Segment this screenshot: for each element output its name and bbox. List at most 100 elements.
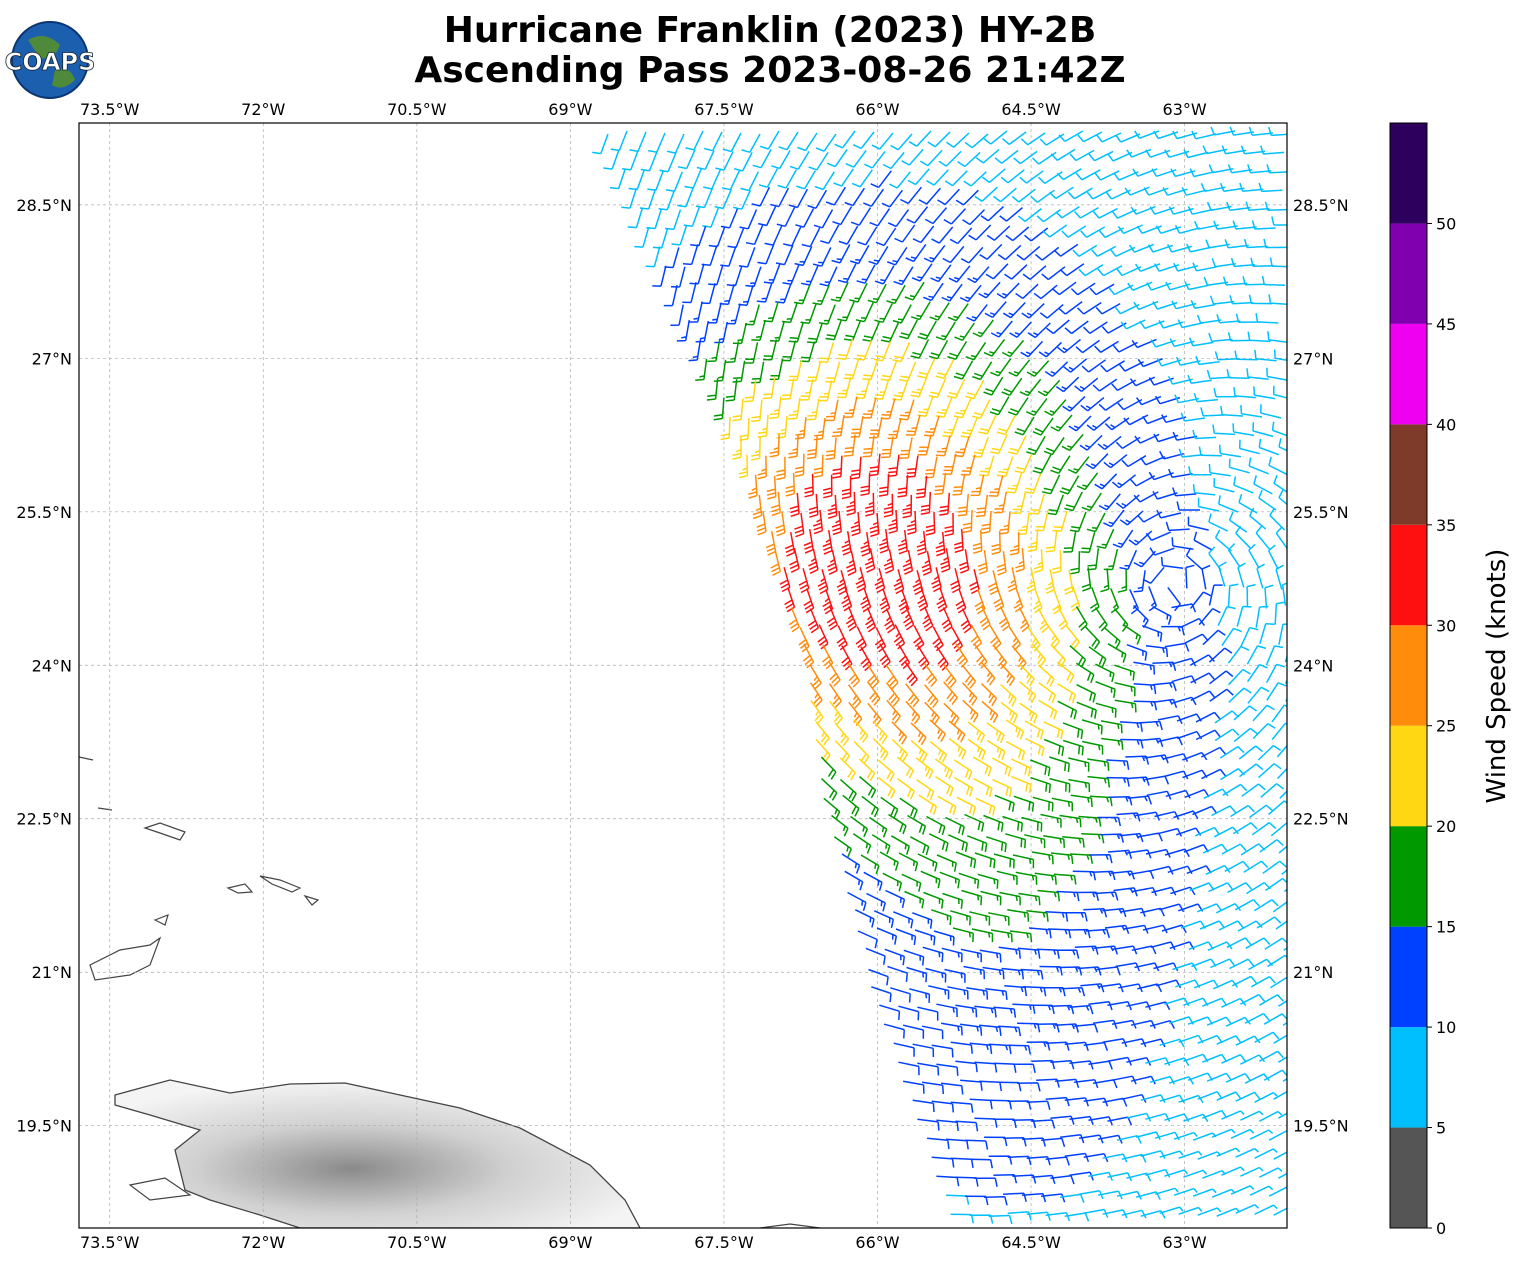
- wind-barb: [1017, 1082, 1041, 1092]
- wind-barb: [1266, 367, 1287, 381]
- wind-barb: [1174, 394, 1200, 404]
- wind-barb: [1120, 738, 1144, 749]
- wind-barb: [700, 283, 716, 305]
- wind-barb: [756, 510, 767, 536]
- wind-barb: [1187, 205, 1213, 215]
- wind-barb: [822, 529, 833, 555]
- wind-barb: [1026, 436, 1046, 456]
- wind-barb: [779, 567, 791, 593]
- wind-barb: [1035, 246, 1060, 261]
- wind-barb: [813, 417, 826, 441]
- wind-barb: [764, 225, 783, 246]
- wind-barb: [1136, 225, 1162, 235]
- wind-barb: [825, 437, 837, 461]
- wind-barb: [1276, 744, 1287, 758]
- wind-barb: [825, 399, 839, 422]
- wind-barb: [813, 209, 834, 229]
- wind-barb: [1188, 337, 1214, 347]
- wind-barb: [845, 551, 857, 576]
- wind-barb: [893, 569, 905, 595]
- wind-barb: [939, 492, 951, 516]
- wind-barb: [1110, 246, 1136, 257]
- wind-barb: [1117, 224, 1144, 235]
- wind-barb: [1086, 416, 1111, 431]
- y-tick-label: 24°N: [32, 656, 72, 675]
- wind-barb: [923, 244, 946, 263]
- wind-barb: [1264, 937, 1287, 950]
- wind-barb: [1225, 1072, 1251, 1083]
- wind-barb: [1255, 525, 1270, 550]
- wind-barb: [967, 738, 986, 760]
- wind-barb: [1252, 422, 1274, 438]
- wind-barb: [732, 398, 744, 422]
- wind-barb: [1161, 625, 1185, 636]
- wind-barb: [952, 927, 974, 943]
- wind-barb: [818, 304, 836, 325]
- wind-barb: [1271, 704, 1287, 723]
- wind-barb: [1139, 737, 1164, 748]
- wind-barb: [990, 434, 1008, 455]
- wind-barb: [1227, 543, 1241, 568]
- wind-barb: [1230, 804, 1255, 818]
- wind-barb: [980, 661, 996, 686]
- wind-barb: [658, 189, 676, 211]
- wind-barb: [1089, 587, 1100, 613]
- wind-barb: [935, 359, 955, 380]
- wind-barb: [1130, 1075, 1156, 1085]
- wind-barb: [826, 148, 848, 168]
- wind-barb: [1271, 216, 1287, 226]
- wind-barb: [1282, 1077, 1287, 1082]
- wind-barb: [1001, 967, 1025, 980]
- wind-barb: [869, 416, 883, 439]
- wind-barb: [845, 606, 858, 632]
- wind-barb: [1049, 186, 1074, 200]
- wind-barb: [1273, 1207, 1287, 1216]
- wind-barb: [1011, 492, 1027, 514]
- wind-barb: [1081, 567, 1092, 592]
- wind-barb: [914, 929, 936, 946]
- wind-barb: [1186, 243, 1211, 253]
- wind-barb: [934, 472, 947, 495]
- wind-barb: [904, 281, 925, 301]
- x-tick-label: 72°W: [241, 100, 285, 119]
- wind-barb: [974, 852, 996, 869]
- y-tick-label: 27°N: [1293, 349, 1333, 368]
- wind-barb: [1219, 182, 1245, 193]
- wind-barb: [1245, 201, 1270, 211]
- wind-barb: [1000, 684, 1017, 707]
- wind-barb: [1202, 997, 1228, 1007]
- wind-barb: [1154, 1131, 1180, 1141]
- wind-barb: [1031, 1119, 1056, 1129]
- wind-barb: [915, 757, 934, 780]
- wind-barb: [1293, 1206, 1315, 1216]
- wind-barb: [836, 377, 852, 399]
- wind-barb: [899, 399, 915, 421]
- wind-barb: [834, 739, 851, 764]
- wind-barb: [725, 341, 740, 363]
- wind-barb: [843, 396, 858, 418]
- wind-barb: [944, 512, 954, 537]
- wind-barb: [962, 682, 978, 706]
- wind-barb: [814, 171, 835, 191]
- wind-barb: [720, 246, 737, 267]
- wind-barb: [847, 684, 862, 709]
- wind-barb: [1258, 438, 1280, 456]
- x-tick-label: 69°W: [548, 1233, 592, 1252]
- wind-barb: [926, 169, 949, 186]
- wind-barb: [652, 227, 669, 249]
- wind-barb: [896, 756, 915, 779]
- wind-barb: [968, 224, 992, 241]
- wind-barb: [880, 360, 898, 382]
- wind-barb: [850, 207, 872, 226]
- wind-barb: [1221, 1110, 1245, 1120]
- wind-barb: [1269, 507, 1286, 531]
- wind-barb: [803, 588, 815, 614]
- wind-barb: [1107, 151, 1133, 162]
- wind-barb: [830, 281, 849, 302]
- wind-barb: [1069, 149, 1095, 162]
- wind-barb: [1184, 281, 1210, 291]
- wind-barb: [1275, 564, 1285, 590]
- colorbar-bin: [1390, 625, 1427, 726]
- wind-barb: [1247, 331, 1271, 343]
- wind-barb: [706, 378, 719, 401]
